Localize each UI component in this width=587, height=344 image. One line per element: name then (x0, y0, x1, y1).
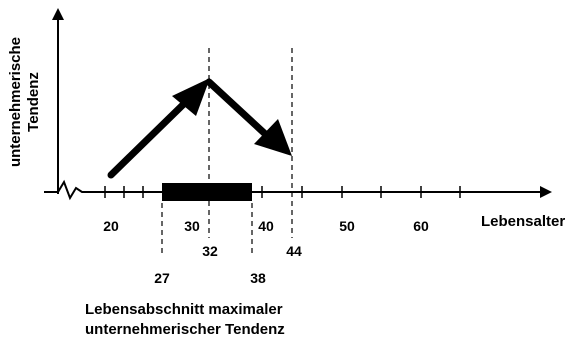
y-axis-label-line1: unternehmerische (7, 37, 24, 167)
x-tick-label-40: 40 (258, 218, 274, 234)
x-axis-arrowhead (540, 186, 552, 198)
x-tick-label-30: 30 (184, 218, 200, 234)
period-caption: Lebensabschnitt maximaler unternehmerisc… (85, 300, 415, 340)
rising-arrowhead (172, 78, 210, 116)
marker-label-38: 38 (250, 270, 266, 286)
marker-label-32: 32 (202, 243, 218, 259)
x-tick-label-20: 20 (103, 218, 119, 234)
marker-label-27: 27 (154, 270, 170, 286)
x-axis (44, 179, 542, 201)
rising-trend-arrow (107, 90, 198, 179)
falling-arrowhead (254, 119, 292, 156)
caption-line-2: unternehmerischer Tendenz (85, 321, 285, 338)
falling-trend-arrow (205, 78, 279, 147)
y-axis-arrowhead (52, 8, 64, 20)
max-tendency-period-bar (162, 183, 252, 201)
x-tick-label-60: 60 (413, 218, 429, 234)
y-axis-label-line2: Tendenz (25, 72, 42, 132)
caption-line-1: Lebensabschnitt maximaler (85, 301, 283, 318)
x-tick-label-50: 50 (339, 218, 355, 234)
x-axis-label: Lebensalter (481, 213, 565, 230)
marker-label-44: 44 (286, 243, 302, 259)
